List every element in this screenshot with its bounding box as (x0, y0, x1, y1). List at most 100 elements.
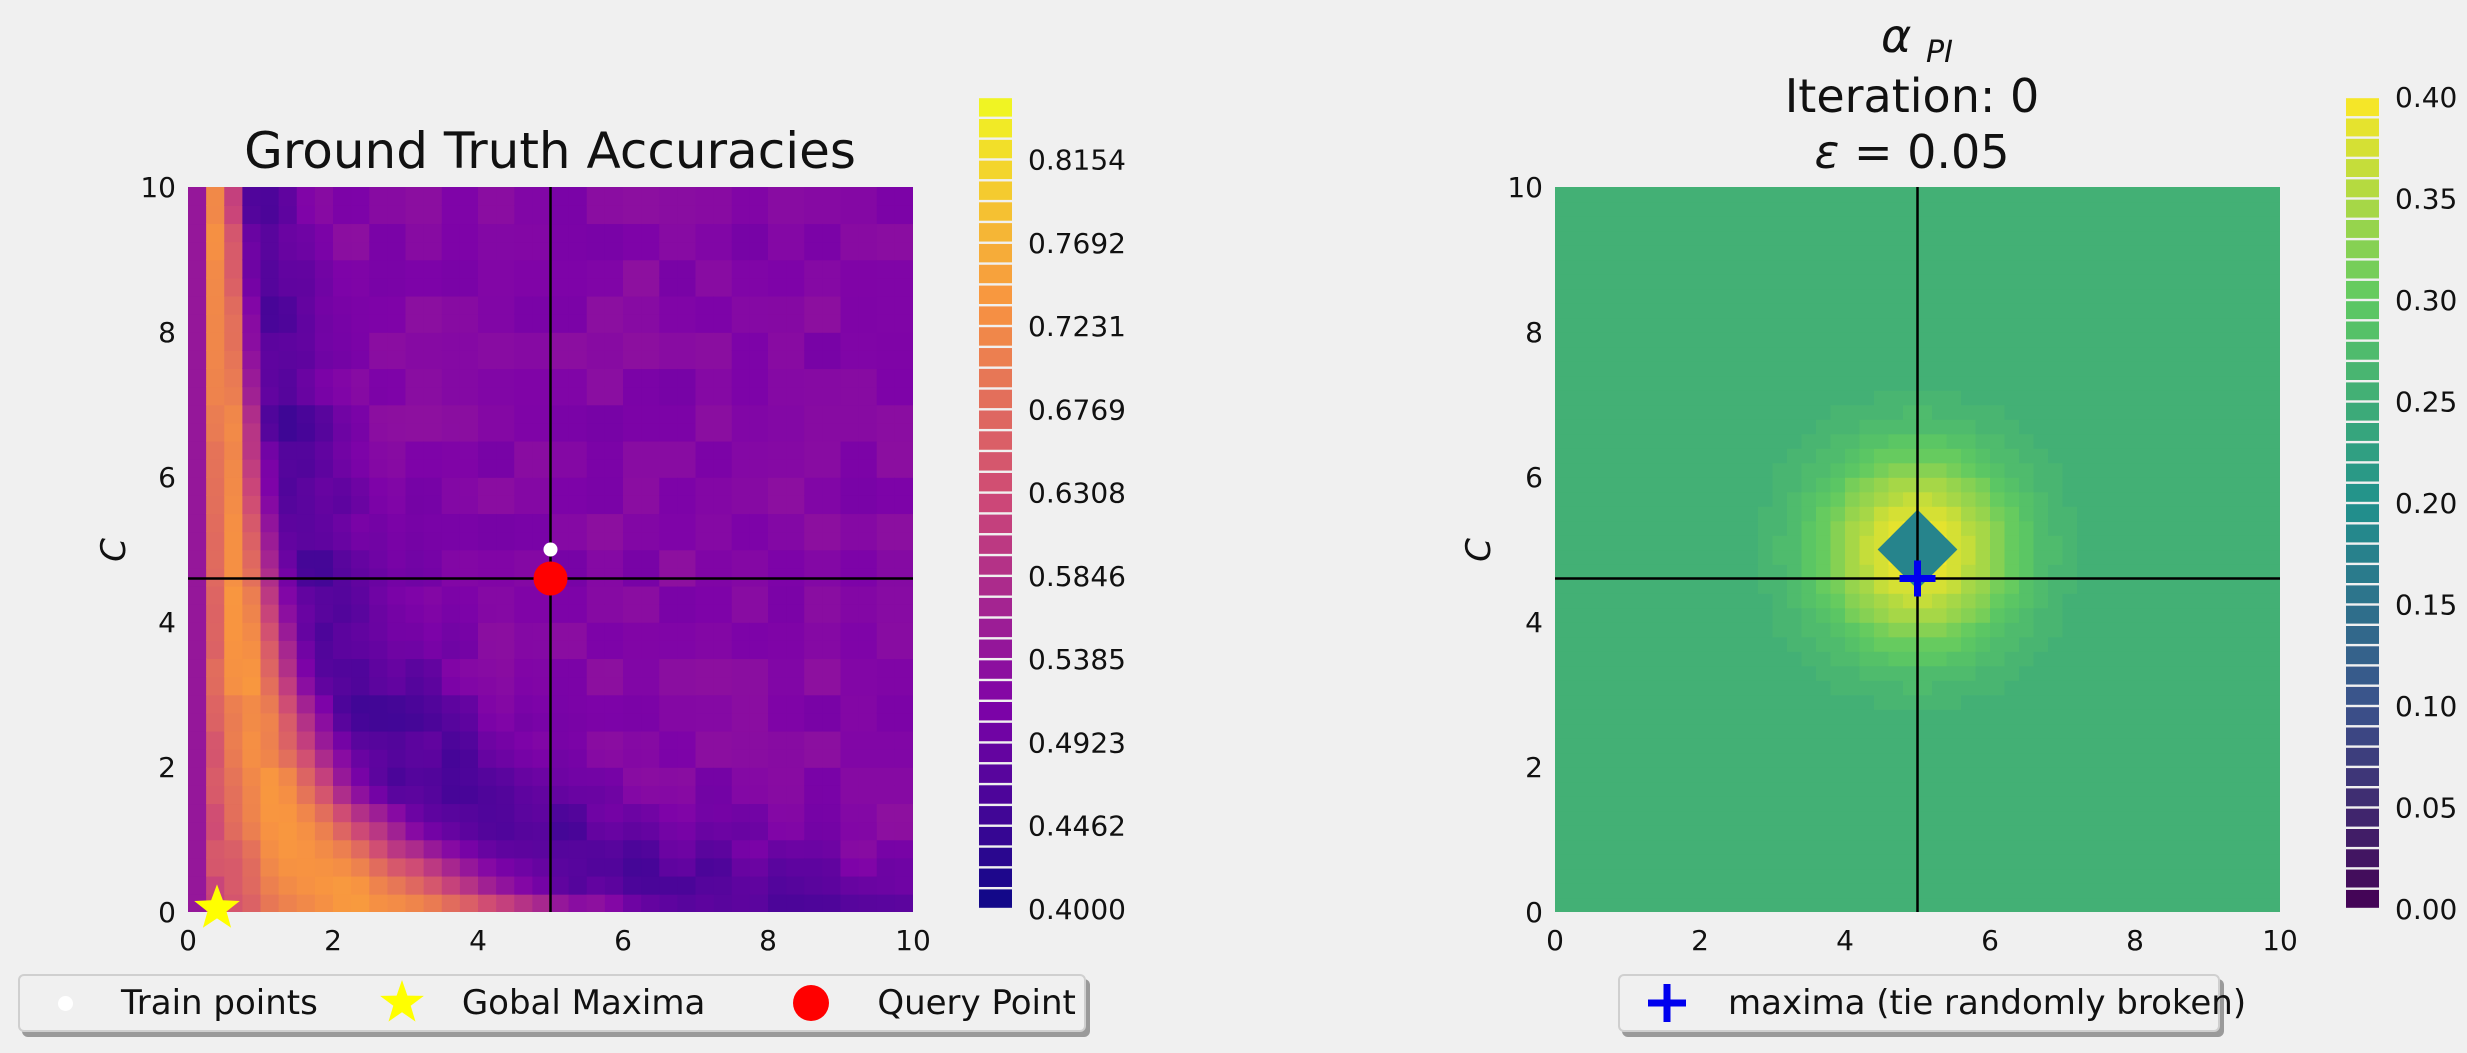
heatmap-cell (822, 314, 841, 333)
heatmap-cell (1613, 260, 1628, 275)
heatmap-cell (1758, 521, 1773, 536)
heatmap-cell (804, 840, 823, 859)
heatmap-cell (569, 604, 588, 623)
heatmap-cell (1961, 622, 1976, 637)
heatmap-cell (1599, 434, 1614, 449)
heatmap-cell (1976, 347, 1991, 362)
heatmap-cell (2106, 651, 2121, 666)
heatmap-cell (1918, 622, 1933, 637)
heatmap-cell (2266, 492, 2281, 507)
heatmap-cell (478, 640, 497, 659)
colorbar-segment (979, 452, 1012, 470)
heatmap-cell (1584, 535, 1599, 550)
heatmap-cell (1947, 564, 1962, 579)
heatmap-cell (333, 205, 352, 224)
heatmap-cell (2063, 898, 2078, 913)
heatmap-cell (206, 550, 225, 569)
heatmap-cell (406, 894, 425, 913)
heatmap-cell (188, 314, 207, 333)
heatmap-cell (532, 459, 551, 478)
heatmap-cell (1642, 608, 1657, 623)
heatmap-cell (804, 332, 823, 351)
heatmap-cell (2208, 477, 2223, 492)
heatmap-cell (2063, 709, 2078, 724)
heatmap-cell (424, 858, 443, 877)
heatmap-cell (2164, 564, 2179, 579)
heatmap-cell (804, 803, 823, 822)
heatmap-cell (1961, 680, 1976, 695)
heatmap-cell (261, 767, 280, 786)
heatmap-cell (1860, 492, 1875, 507)
heatmap-cell (1758, 550, 1773, 565)
heatmap-cell (1642, 492, 1657, 507)
colorbar-segment (2346, 342, 2379, 360)
heatmap-cell (2063, 724, 2078, 739)
heatmap-cell (532, 205, 551, 224)
heatmap-cell (2077, 695, 2092, 710)
heatmap-cell (1758, 274, 1773, 289)
heatmap-cell (696, 767, 715, 786)
heatmap-cell (1961, 593, 1976, 608)
heatmap-cell (1918, 738, 1933, 753)
heatmap-cell (1860, 637, 1875, 652)
heatmap-cell (261, 604, 280, 623)
heatmap-cell (2106, 811, 2121, 826)
heatmap-cell (1802, 245, 1817, 260)
heatmap-cell (1889, 463, 1904, 478)
heatmap-cell (1961, 666, 1976, 681)
heatmap-cell (2179, 550, 2194, 565)
heatmap-cell (1613, 695, 1628, 710)
heatmap-cell (804, 477, 823, 496)
heatmap-cell (2005, 709, 2020, 724)
heatmap-cell (442, 423, 461, 442)
heatmap-cell (732, 350, 751, 369)
heatmap-cell (696, 314, 715, 333)
heatmap-cell (1990, 303, 2005, 318)
heatmap-cell (1758, 767, 1773, 782)
heatmap-cell (1860, 274, 1875, 289)
heatmap-cell (2019, 753, 2034, 768)
heatmap-cell (1700, 782, 1715, 797)
heatmap-cell (1686, 260, 1701, 275)
heatmap-cell (605, 423, 624, 442)
heatmap-cell (1671, 608, 1686, 623)
heatmap-cell (478, 223, 497, 242)
heatmap-cell (1802, 260, 1817, 275)
heatmap-cell (2193, 883, 2208, 898)
heatmap-cell (1903, 753, 1918, 768)
heatmap-cell (1584, 550, 1599, 565)
heatmap-cell (750, 767, 769, 786)
heatmap-cell (1918, 260, 1933, 275)
heatmap-cell (1773, 405, 1788, 420)
heatmap-cell (641, 459, 660, 478)
heatmap-cell (532, 785, 551, 804)
heatmap-cell (1932, 898, 1947, 913)
heatmap-cell (768, 441, 787, 460)
heatmap-cell (750, 441, 769, 460)
heatmap-cell (696, 241, 715, 260)
heatmap-cell (895, 187, 914, 206)
heatmap-cell (1758, 651, 1773, 666)
heatmap-cell (2048, 492, 2063, 507)
heatmap-cell (1802, 753, 1817, 768)
heatmap-cell (1976, 535, 1991, 550)
heatmap-cell (1715, 637, 1730, 652)
heatmap-cell (551, 441, 570, 460)
heatmap-cell (1918, 274, 1933, 289)
heatmap-cell (2251, 724, 2266, 739)
heatmap-cell (297, 477, 316, 496)
heatmap-cell (369, 223, 388, 242)
heatmap-cell (786, 459, 805, 478)
heatmap-cell (387, 894, 406, 913)
heatmap-cell (1599, 564, 1614, 579)
heatmap-cell (1802, 898, 1817, 913)
heatmap-cell (1599, 289, 1614, 304)
heatmap-cell (1932, 738, 1947, 753)
heatmap-cell (2251, 898, 2266, 913)
heatmap-cell (822, 713, 841, 732)
heatmap-cell (1816, 608, 1831, 623)
heatmap-cell (1787, 782, 1802, 797)
heatmap-cell (1671, 216, 1686, 231)
heatmap-cell (1599, 361, 1614, 376)
heatmap-cell (677, 296, 696, 315)
